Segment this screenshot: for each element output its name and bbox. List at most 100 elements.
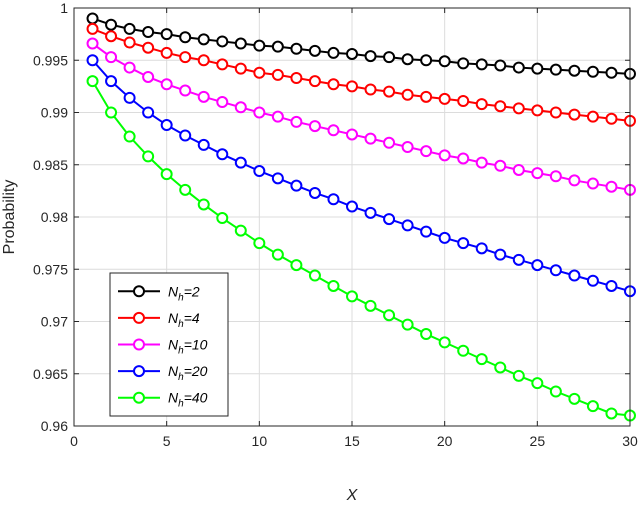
x-tick-label: 15 — [344, 433, 360, 449]
series-4 — [86, 75, 636, 422]
x-tick-label: 0 — [70, 433, 78, 449]
data-point — [457, 344, 470, 357]
data-point — [438, 55, 451, 68]
data-point — [253, 237, 266, 250]
data-point — [123, 130, 136, 143]
data-point — [568, 392, 581, 405]
legend-label-subscript: h — [178, 346, 184, 357]
data-point — [86, 75, 99, 88]
data-point — [105, 30, 118, 43]
data-point — [531, 167, 544, 180]
data-point — [160, 46, 173, 59]
data-point — [234, 224, 247, 237]
y-tick-label: 0.99 — [41, 105, 68, 121]
data-point — [346, 128, 358, 141]
data-point — [475, 242, 488, 255]
data-point — [494, 59, 507, 72]
legend-label: Nh=2 — [168, 283, 200, 303]
legend-label-main: N — [168, 310, 179, 326]
data-point — [586, 400, 599, 413]
data-point — [197, 138, 210, 151]
data-point — [290, 72, 303, 85]
data-point — [197, 90, 210, 103]
data-point — [123, 36, 136, 49]
data-point — [475, 58, 488, 71]
data-point — [290, 179, 303, 192]
legend-label-suffix: =4 — [184, 310, 200, 326]
data-point — [364, 50, 377, 63]
data-point — [346, 80, 358, 93]
y-tick-label: 0.965 — [33, 366, 68, 382]
data-point — [531, 377, 544, 390]
data-point — [383, 309, 396, 322]
data-point — [531, 62, 544, 75]
data-point — [290, 115, 303, 128]
legend-item: Nh=20 — [118, 363, 208, 383]
data-point — [346, 47, 358, 60]
legend-marker — [133, 365, 145, 378]
data-point — [271, 172, 284, 185]
data-point — [438, 231, 451, 244]
data-point — [253, 106, 266, 119]
legend-label: Nh=40 — [168, 390, 208, 410]
data-point — [123, 61, 136, 74]
data-point — [438, 336, 451, 349]
data-point — [290, 42, 303, 55]
data-point — [457, 95, 470, 108]
data-point — [420, 90, 433, 103]
series-2 — [86, 37, 636, 196]
legend-label-main: N — [168, 283, 179, 299]
data-point — [420, 54, 433, 67]
data-point — [494, 159, 507, 172]
data-point — [457, 152, 470, 165]
data-point — [105, 18, 118, 31]
data-point — [364, 206, 377, 219]
legend-marker — [133, 338, 145, 351]
y-axis-label: Probability — [1, 180, 18, 255]
y-tick-label: 0.975 — [33, 261, 68, 277]
data-point — [438, 149, 451, 162]
data-point — [512, 102, 525, 115]
data-point — [308, 44, 321, 57]
legend-label-suffix: =10 — [184, 337, 208, 353]
data-point — [457, 237, 470, 250]
data-point — [216, 96, 229, 109]
data-point — [271, 68, 284, 81]
data-point — [494, 361, 507, 374]
data-point — [549, 106, 562, 119]
y-tick-label: 0.97 — [41, 314, 68, 330]
legend-label-main: N — [168, 337, 179, 353]
data-point — [197, 33, 210, 46]
data-point — [605, 66, 618, 79]
data-point — [475, 353, 488, 366]
data-point — [568, 269, 581, 282]
data-point — [364, 83, 377, 96]
legend-item: Nh=40 — [118, 390, 208, 410]
legend-label-main: N — [168, 390, 179, 406]
data-point — [401, 318, 414, 331]
data-point — [234, 62, 247, 75]
data-point — [234, 101, 247, 114]
data-point — [86, 22, 99, 35]
data-point — [160, 168, 173, 181]
data-point — [383, 136, 396, 149]
x-tick-label: 30 — [622, 433, 638, 449]
legend-label-main: N — [168, 363, 179, 379]
data-point — [512, 163, 525, 176]
x-tick-label: 10 — [252, 433, 268, 449]
data-point — [160, 119, 173, 132]
legend-label: Nh=4 — [168, 310, 200, 330]
data-point — [179, 129, 192, 142]
data-point — [197, 198, 210, 211]
data-point — [290, 259, 303, 272]
legend-item: Nh=2 — [118, 283, 200, 303]
data-point — [531, 104, 544, 117]
data-point — [142, 106, 155, 119]
data-point — [327, 124, 340, 137]
data-point — [105, 51, 118, 64]
data-point — [308, 75, 321, 88]
data-point — [438, 92, 451, 105]
data-point — [475, 98, 488, 111]
